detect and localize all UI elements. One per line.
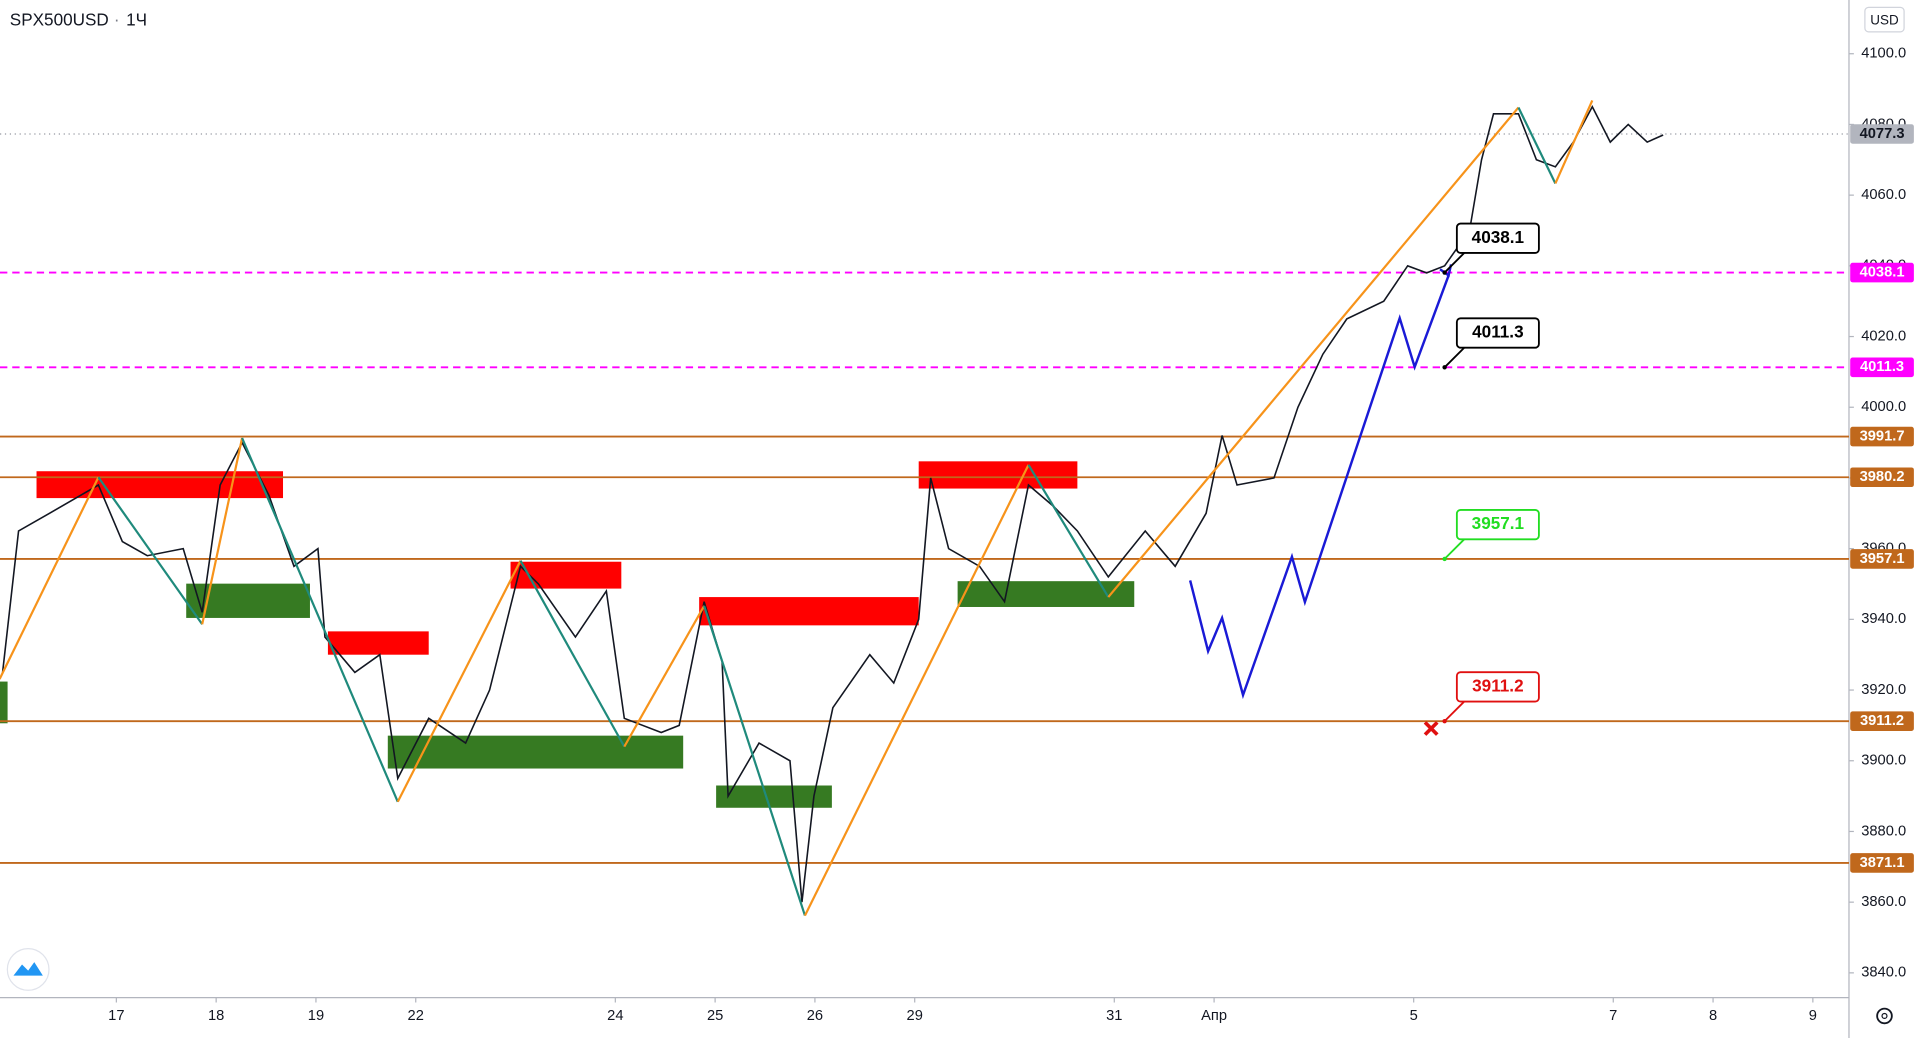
y-tick-label: 4000.0 xyxy=(1861,399,1906,415)
zigzag-segment xyxy=(703,605,806,916)
level-badge-label: 3980.2 xyxy=(1860,469,1905,485)
logo-circle[interactable] xyxy=(6,948,50,991)
callout-label: 3957.1 xyxy=(1472,513,1525,533)
y-tick-label: 3940.0 xyxy=(1861,611,1906,627)
dashed-level-badge xyxy=(1850,262,1914,283)
projection-line xyxy=(1188,274,1450,700)
current-price-badge-label: 4077.3 xyxy=(1860,126,1905,142)
price-line xyxy=(1,105,1664,903)
zigzag-segment xyxy=(1554,99,1594,184)
zone xyxy=(36,471,284,499)
callout-pointer xyxy=(1443,538,1465,560)
x-tick-label: 22 xyxy=(408,1008,424,1024)
x-tick-label: 31 xyxy=(1106,1008,1122,1024)
level-badge xyxy=(1850,467,1914,488)
callout-box xyxy=(1455,671,1540,703)
callout-pointer xyxy=(1443,347,1465,368)
x-tick-label: 17 xyxy=(108,1008,124,1024)
zigzag-segment xyxy=(519,560,626,748)
zone xyxy=(0,681,8,724)
x-tick-label: 9 xyxy=(1809,1008,1817,1024)
x-tick-label: 19 xyxy=(308,1008,324,1024)
callout-anchor xyxy=(1442,556,1447,562)
x-tick-label: 25 xyxy=(707,1008,723,1024)
currency-box[interactable] xyxy=(1864,6,1905,33)
zone xyxy=(327,631,429,655)
zone xyxy=(387,735,684,769)
logo[interactable] xyxy=(6,948,50,991)
y-tick-label: 3840.0 xyxy=(1861,965,1906,981)
level-badge-label: 3871.1 xyxy=(1860,855,1905,871)
current-price-badge xyxy=(1850,124,1914,144)
x-tick-label: 26 xyxy=(807,1008,823,1024)
callout-box xyxy=(1455,509,1540,541)
dashed-level-badge-label: 4038.1 xyxy=(1860,264,1905,280)
x-tick-label: 29 xyxy=(907,1008,923,1024)
dashed-level-badge xyxy=(1850,357,1914,378)
zigzag-segment xyxy=(1517,106,1557,184)
level-badge-label: 3911.2 xyxy=(1860,713,1904,729)
x-tick-label: 5 xyxy=(1410,1008,1418,1024)
y-tick-label: 3900.0 xyxy=(1861,753,1906,769)
callout-box xyxy=(1455,317,1540,349)
level-badge-label: 3991.7 xyxy=(1860,428,1905,444)
x-tick-label: 7 xyxy=(1609,1008,1617,1024)
zone xyxy=(699,597,919,626)
y-tick-label: 4060.0 xyxy=(1861,187,1906,203)
callout-anchor xyxy=(1442,365,1447,370)
dashed-level-badge-label: 4011.3 xyxy=(1860,359,1904,375)
level-badge xyxy=(1850,549,1914,569)
zigzag-segment xyxy=(97,476,204,625)
cross-marker xyxy=(1423,721,1439,736)
callout-pointer xyxy=(1443,700,1465,722)
zigzag-segment xyxy=(1027,464,1110,598)
y-tick-label: 4020.0 xyxy=(1861,328,1906,344)
callout-label: 3911.2 xyxy=(1472,675,1523,695)
callout-label: 4038.1 xyxy=(1472,227,1525,247)
zigzag-segment xyxy=(1107,106,1520,598)
callout-label: 4011.3 xyxy=(1472,322,1523,342)
x-tick-label: 18 xyxy=(208,1008,224,1024)
zone xyxy=(957,581,1135,607)
callout-anchor xyxy=(1442,718,1447,724)
interval: 1Ч xyxy=(126,9,147,29)
y-tick-label: 3920.0 xyxy=(1861,682,1906,698)
level-badge xyxy=(1850,711,1914,731)
gear-icon[interactable] xyxy=(1876,1007,1893,1025)
logo-shape[interactable] xyxy=(13,962,43,976)
settings[interactable] xyxy=(1876,1007,1893,1025)
x-tick-label: 24 xyxy=(607,1008,623,1024)
callout-anchor xyxy=(1442,270,1447,275)
y-tick-label: 3860.0 xyxy=(1861,894,1906,910)
level-badge xyxy=(1850,426,1914,447)
zigzag-segment xyxy=(396,560,522,803)
symbol-title: SPX500USD xyxy=(10,9,109,29)
zone xyxy=(716,785,832,808)
y-tick-label: 3880.0 xyxy=(1861,823,1906,839)
x-tick-label: Апр xyxy=(1201,1008,1227,1024)
zigzag-segment xyxy=(623,605,706,748)
zigzag-segment xyxy=(201,437,244,625)
callout-pointer xyxy=(1443,252,1465,274)
y-tick-label: 4100.0 xyxy=(1861,46,1906,62)
zone xyxy=(918,461,1078,489)
zigzag-segment xyxy=(0,476,100,680)
zigzag-segment xyxy=(241,437,399,803)
x-tick-label: 8 xyxy=(1709,1008,1717,1024)
separator: · xyxy=(114,9,120,29)
gear-center[interactable] xyxy=(1881,1012,1888,1020)
zigzag-segment xyxy=(803,464,1030,917)
currency[interactable]: USD xyxy=(1870,12,1899,27)
level-badge-label: 3957.1 xyxy=(1860,551,1905,567)
level-badge xyxy=(1850,853,1914,873)
zone xyxy=(510,561,622,589)
callout-box xyxy=(1455,222,1540,254)
